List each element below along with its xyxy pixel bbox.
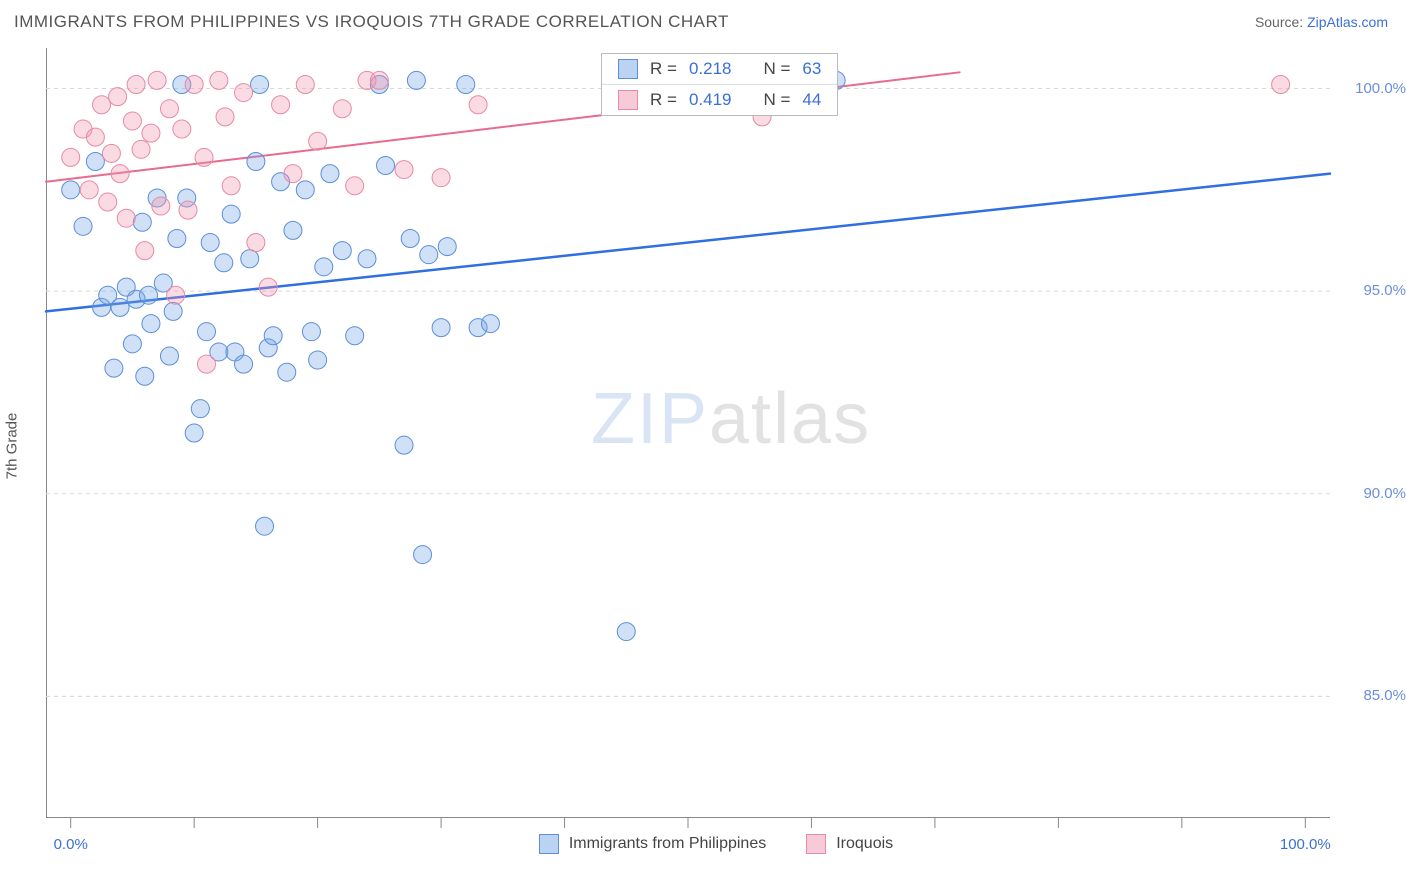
series-swatch [618, 90, 638, 110]
plot-area: 85.0%90.0%95.0%100.0%0.0%100.0%ZIPatlasR… [46, 48, 1386, 818]
y-tick-label: 100.0% [1336, 80, 1406, 97]
legend-label: Iroquois [836, 835, 893, 853]
chart-header: IMMIGRANTS FROM PHILIPPINES VS IROQUOIS … [0, 0, 1406, 44]
n-value: 44 [802, 90, 821, 110]
stats-row: R = 0.419 N = 44 [602, 84, 837, 115]
correlation-stats-box: R = 0.218 N = 63 R = 0.419 N = 44 [601, 53, 838, 116]
y-tick-label: 85.0% [1336, 687, 1406, 704]
r-label: R = [650, 90, 677, 110]
legend: Immigrants from Philippines Iroquois [46, 834, 1386, 854]
y-axis-label: 7th Grade [4, 413, 21, 480]
n-label: N = [763, 90, 790, 110]
n-value: 63 [802, 59, 821, 79]
stats-row: R = 0.218 N = 63 [602, 54, 837, 84]
source-attribution: Source: ZipAtlas.com [1255, 14, 1388, 30]
n-label: N = [763, 59, 790, 79]
legend-label: Immigrants from Philippines [569, 835, 766, 853]
r-label: R = [650, 59, 677, 79]
source-link[interactable]: ZipAtlas.com [1307, 14, 1388, 30]
scatter-plot-svg [46, 48, 1330, 818]
r-value: 0.218 [689, 59, 732, 79]
r-value: 0.419 [689, 90, 732, 110]
legend-item: Immigrants from Philippines [539, 834, 766, 854]
legend-swatch [806, 834, 826, 854]
source-label: Source: [1255, 14, 1307, 30]
y-tick-label: 90.0% [1336, 485, 1406, 502]
chart-title: IMMIGRANTS FROM PHILIPPINES VS IROQUOIS … [14, 12, 729, 32]
legend-swatch [539, 834, 559, 854]
series-swatch [618, 59, 638, 79]
legend-item: Iroquois [806, 834, 893, 854]
y-tick-label: 95.0% [1336, 282, 1406, 299]
